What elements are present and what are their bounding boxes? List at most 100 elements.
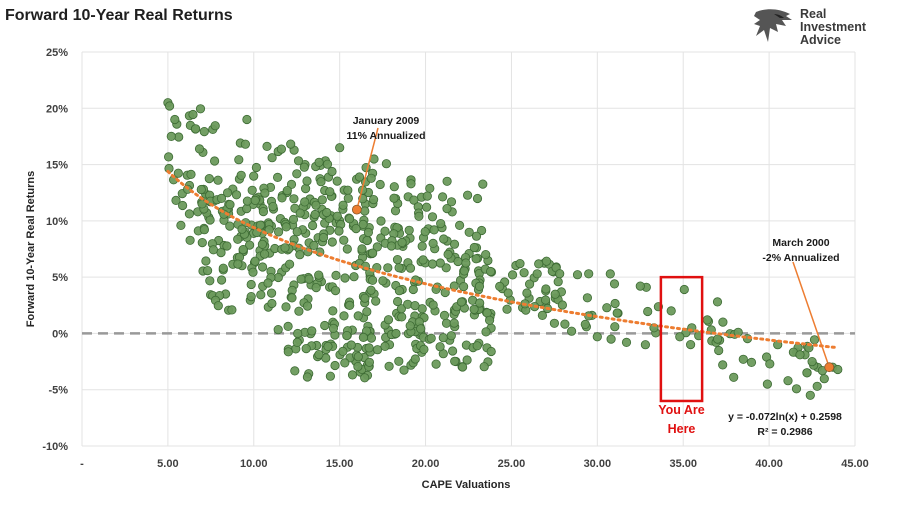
data-point (453, 256, 463, 267)
data-point (833, 364, 843, 375)
data-point (718, 317, 728, 327)
data-point (534, 259, 544, 269)
annotation-jan2009-line2: 11% Annualized (347, 130, 426, 142)
data-point (290, 366, 300, 376)
data-point (268, 202, 278, 212)
data-point (331, 270, 341, 280)
data-point (426, 333, 436, 343)
data-point (343, 193, 353, 203)
data-point (560, 319, 570, 329)
data-point (170, 114, 180, 125)
data-point (325, 371, 335, 381)
data-point (289, 194, 299, 204)
data-point (322, 159, 333, 169)
data-point (462, 355, 472, 365)
data-point (233, 234, 243, 244)
data-point (436, 219, 446, 229)
data-point (213, 301, 223, 311)
data-point (364, 357, 374, 367)
data-point (478, 179, 488, 189)
data-point (246, 291, 256, 302)
brand-logo: Real Investment Advice (752, 6, 892, 48)
data-point (553, 277, 563, 287)
data-point (391, 328, 401, 339)
data-point (392, 255, 403, 265)
data-point (322, 207, 332, 218)
data-point (304, 274, 314, 284)
data-point (284, 259, 295, 269)
data-point (812, 381, 822, 391)
data-point (378, 276, 388, 286)
data-point (366, 173, 376, 183)
data-point (240, 139, 250, 149)
data-point (456, 297, 466, 307)
data-point (406, 179, 416, 189)
data-point (330, 360, 340, 371)
data-point (479, 362, 489, 372)
data-point (327, 237, 337, 247)
data-point (643, 306, 653, 317)
data-point (795, 350, 805, 360)
data-point (364, 343, 374, 353)
data-point (292, 337, 302, 347)
trendline (166, 169, 840, 350)
data-point (286, 139, 296, 149)
data-point (338, 346, 348, 356)
data-point (572, 270, 583, 280)
y-tick-label: -5% (48, 385, 68, 397)
data-point (392, 296, 403, 307)
data-point (746, 357, 757, 367)
data-point (471, 231, 482, 241)
data-point (405, 263, 416, 273)
y-axis-label: Forward 10-Year Real Returns (25, 171, 37, 328)
data-point (222, 241, 232, 251)
annotation-point-jan2009 (351, 204, 362, 215)
data-point (246, 279, 256, 290)
data-point (208, 245, 218, 255)
data-point (360, 206, 370, 216)
data-point (273, 324, 283, 335)
data-point (537, 310, 548, 320)
data-point (237, 224, 247, 234)
data-point (449, 318, 459, 328)
data-point (396, 304, 406, 314)
data-point (281, 222, 291, 232)
data-point (245, 240, 255, 250)
data-point (540, 295, 551, 305)
data-point (248, 267, 258, 277)
data-point (213, 175, 223, 185)
data-point (342, 244, 352, 254)
y-tick-label: 5% (52, 272, 68, 284)
data-point (199, 225, 209, 235)
data-point (267, 153, 277, 163)
data-point (386, 241, 397, 251)
data-point (435, 258, 445, 268)
data-point (405, 321, 415, 331)
data-point (502, 304, 512, 314)
data-point (191, 124, 201, 134)
data-point (372, 242, 382, 252)
data-point (441, 263, 451, 273)
data-point (443, 249, 453, 259)
data-point (409, 195, 419, 205)
data-point (218, 263, 228, 273)
data-point (307, 220, 318, 231)
data-point (300, 197, 310, 207)
data-point (266, 288, 277, 298)
data-point (287, 293, 297, 303)
data-point (394, 263, 404, 273)
data-point (176, 220, 186, 230)
data-point (475, 298, 485, 308)
data-point (765, 359, 775, 369)
data-point (738, 354, 748, 364)
data-point (196, 184, 206, 195)
data-point (550, 289, 560, 299)
data-point (429, 225, 439, 235)
annotation-leader-mar2000 (792, 261, 830, 368)
x-axis-label: CAPE Valuations (422, 479, 511, 491)
data-point (383, 263, 393, 273)
data-point (292, 227, 302, 237)
data-point (318, 232, 329, 243)
data-point (428, 300, 438, 310)
data-point (367, 275, 378, 285)
